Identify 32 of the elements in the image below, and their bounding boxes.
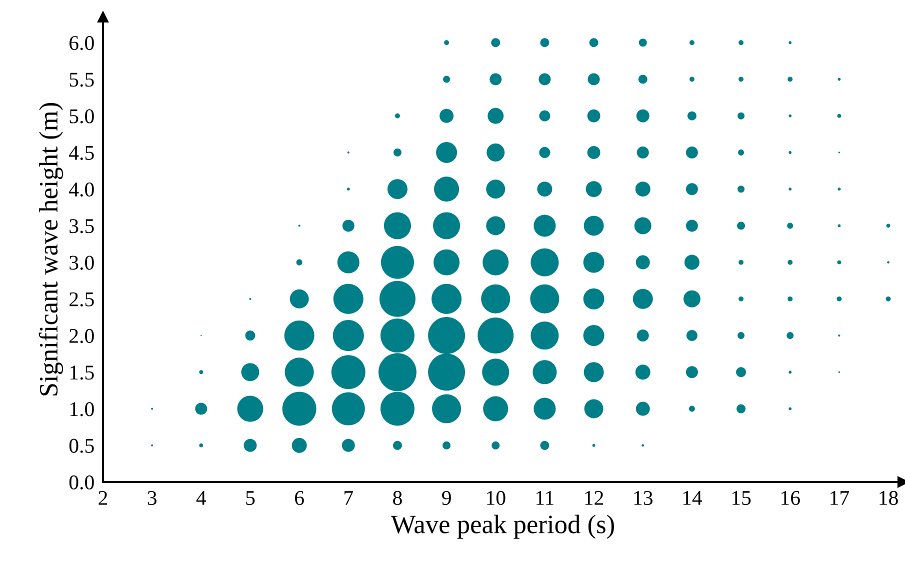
y-tick-label: 5.0 xyxy=(70,109,94,124)
y-tick-label: 6.0 xyxy=(70,36,94,50)
y-tick-label: 4.0 xyxy=(69,182,94,197)
x-tick-label: 11 xyxy=(536,491,554,505)
x-tick-label: 4 xyxy=(196,491,206,505)
x-tick-label: 3 xyxy=(148,490,156,505)
y-tick-label: 0.0 xyxy=(69,475,94,490)
y-tick-label: 2.5 xyxy=(70,292,94,306)
x-tick-label: 16 xyxy=(782,490,800,505)
x-tick-label: 8 xyxy=(393,490,402,505)
x-axis-title: Wave peak period (s) xyxy=(390,514,614,539)
y-tick-label: 4.5 xyxy=(69,146,94,160)
x-tick-label: 2 xyxy=(98,490,108,505)
x-tick-label: 15 xyxy=(732,491,751,505)
x-tick-label: 17 xyxy=(830,491,850,505)
y-tick-label: 0.5 xyxy=(69,438,94,453)
x-tick-label: 13 xyxy=(634,490,652,505)
y-tick-label: 3.0 xyxy=(70,256,94,270)
y-tick-label: 1.5 xyxy=(70,366,94,380)
x-tick-label: 5 xyxy=(246,491,255,505)
x-tick-label: 7 xyxy=(344,491,354,505)
x-tick-label: 10 xyxy=(487,490,506,505)
x-tick-label: 9 xyxy=(442,490,451,505)
x-tick-label: 6 xyxy=(295,490,304,505)
y-axis-title: Significant wave height (m) xyxy=(38,102,64,396)
y-tick-label: 3.5 xyxy=(70,219,94,234)
x-tick-label: 18 xyxy=(880,490,898,505)
y-tick-label: 5.5 xyxy=(70,72,94,87)
y-tick-label: 2.0 xyxy=(70,328,94,344)
x-tick-label: 14 xyxy=(683,491,702,505)
x-tick-label: 12 xyxy=(585,490,604,505)
y-tick-label: 1.0 xyxy=(70,402,94,416)
